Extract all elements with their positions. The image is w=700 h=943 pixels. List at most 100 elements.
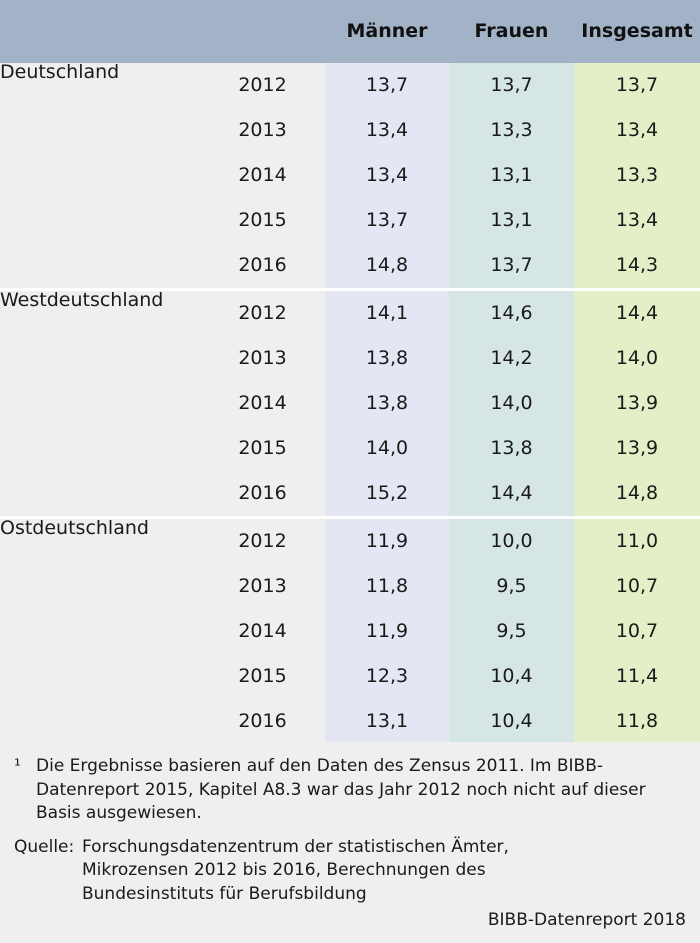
region-cell	[0, 336, 200, 381]
year-cell: 2013	[200, 336, 325, 381]
table-header-row: Männer Frauen Insgesamt	[0, 0, 700, 63]
year-cell: 2013	[200, 564, 325, 609]
insgesamt-cell: 13,3	[574, 153, 700, 198]
insgesamt-cell: 11,0	[574, 516, 700, 564]
frauen-cell: 13,8	[449, 426, 574, 471]
table-footer: ¹ Die Ergebnisse basieren auf den Daten …	[0, 742, 700, 943]
region-cell: Westdeutschland	[0, 288, 200, 336]
region-cell	[0, 471, 200, 518]
year-cell: 2012	[200, 516, 325, 564]
footnote: ¹ Die Ergebnisse basieren auf den Daten …	[14, 755, 686, 826]
table-row: 2013 13,8 14,2 14,0	[0, 336, 700, 381]
frauen-cell: 14,4	[449, 471, 574, 518]
table-row: 2016 14,8 13,7 14,3	[0, 243, 700, 290]
region-cell	[0, 654, 200, 699]
header-maenner: Männer	[325, 0, 449, 63]
insgesamt-cell: 13,9	[574, 381, 700, 426]
year-cell: 2014	[200, 153, 325, 198]
region-cell	[0, 609, 200, 654]
year-cell: 2016	[200, 699, 325, 744]
insgesamt-cell: 11,4	[574, 654, 700, 699]
insgesamt-cell: 10,7	[574, 609, 700, 654]
insgesamt-cell: 13,7	[574, 63, 700, 108]
region-cell	[0, 108, 200, 153]
year-cell: 2012	[200, 63, 325, 108]
frauen-cell: 13,7	[449, 63, 574, 108]
table-row: 2015 13,7 13,1 13,4	[0, 198, 700, 243]
table-row: 2015 14,0 13,8 13,9	[0, 426, 700, 471]
insgesamt-cell: 11,8	[574, 699, 700, 744]
table-row: 2015 12,3 10,4 11,4	[0, 654, 700, 699]
report-credit: BIBB-Datenreport 2018	[487, 909, 686, 930]
frauen-cell: 14,2	[449, 336, 574, 381]
frauen-cell: 13,1	[449, 198, 574, 243]
insgesamt-cell: 13,4	[574, 108, 700, 153]
year-cell: 2014	[200, 609, 325, 654]
region-cell	[0, 243, 200, 290]
region-cell: Deutschland	[0, 63, 200, 108]
header-year	[200, 0, 325, 63]
footnote-text: Die Ergebnisse basieren auf den Daten de…	[36, 756, 646, 823]
header-insgesamt: Insgesamt	[574, 0, 700, 63]
maenner-cell: 13,4	[325, 153, 449, 198]
table-row: 2014 13,4 13,1 13,3	[0, 153, 700, 198]
year-cell: 2016	[200, 243, 325, 290]
maenner-cell: 13,8	[325, 336, 449, 381]
region-cell	[0, 153, 200, 198]
table-body: Deutschland 2012 13,7 13,7 13,7 2013 13,4 13,3 1…	[0, 63, 700, 744]
maenner-cell: 11,9	[325, 609, 449, 654]
maenner-cell: 15,2	[325, 471, 449, 518]
region-cell	[0, 564, 200, 609]
frauen-cell: 14,6	[449, 288, 574, 336]
maenner-cell: 14,0	[325, 426, 449, 471]
table-row: Deutschland 2012 13,7 13,7 13,7	[0, 63, 700, 108]
maenner-cell: 12,3	[325, 654, 449, 699]
frauen-cell: 9,5	[449, 564, 574, 609]
region-cell	[0, 198, 200, 243]
frauen-cell: 9,5	[449, 609, 574, 654]
insgesamt-cell: 14,8	[574, 471, 700, 518]
maenner-cell: 14,8	[325, 243, 449, 290]
region-cell: Ostdeutschland	[0, 516, 200, 564]
insgesamt-cell: 10,7	[574, 564, 700, 609]
maenner-cell: 11,8	[325, 564, 449, 609]
source-line: Forschungsdatenzentrum der statistischen…	[82, 836, 509, 857]
year-cell: 2012	[200, 288, 325, 336]
frauen-cell: 13,7	[449, 243, 574, 290]
table-row: 2013 11,8 9,5 10,7	[0, 564, 700, 609]
header-region	[0, 0, 200, 63]
maenner-cell: 13,1	[325, 699, 449, 744]
year-cell: 2015	[200, 426, 325, 471]
insgesamt-cell: 14,0	[574, 336, 700, 381]
table-row: 2016 15,2 14,4 14,8	[0, 471, 700, 518]
maenner-cell: 11,9	[325, 516, 449, 564]
frauen-cell: 13,3	[449, 108, 574, 153]
region-cell	[0, 426, 200, 471]
insgesamt-cell: 13,9	[574, 426, 700, 471]
year-cell: 2015	[200, 654, 325, 699]
frauen-cell: 10,4	[449, 654, 574, 699]
source-line: Bundesinstituts für Berufsbildung	[82, 883, 367, 904]
year-cell: 2014	[200, 381, 325, 426]
year-cell: 2013	[200, 108, 325, 153]
insgesamt-cell: 14,3	[574, 243, 700, 290]
year-cell: 2015	[200, 198, 325, 243]
region-cell	[0, 381, 200, 426]
frauen-cell: 10,4	[449, 699, 574, 744]
table-row: 2016 13,1 10,4 11,8	[0, 699, 700, 744]
table-row: Westdeutschland 2012 14,1 14,6 14,4	[0, 288, 700, 336]
maenner-cell: 13,7	[325, 198, 449, 243]
insgesamt-cell: 14,4	[574, 288, 700, 336]
region-cell	[0, 699, 200, 744]
table-row: 2014 11,9 9,5 10,7	[0, 609, 700, 654]
source-label: Quelle:	[14, 836, 75, 857]
frauen-cell: 14,0	[449, 381, 574, 426]
table-row: 2014 13,8 14,0 13,9	[0, 381, 700, 426]
header-frauen: Frauen	[449, 0, 574, 63]
maenner-cell: 14,1	[325, 288, 449, 336]
maenner-cell: 13,8	[325, 381, 449, 426]
source-line: Mikrozensen 2012 bis 2016, Berechnungen …	[82, 860, 486, 880]
source-note: Quelle: Forschungsdatenzentrum der stati…	[14, 836, 686, 907]
table-row: Ostdeutschland 2012 11,9 10,0 11,0	[0, 516, 700, 564]
